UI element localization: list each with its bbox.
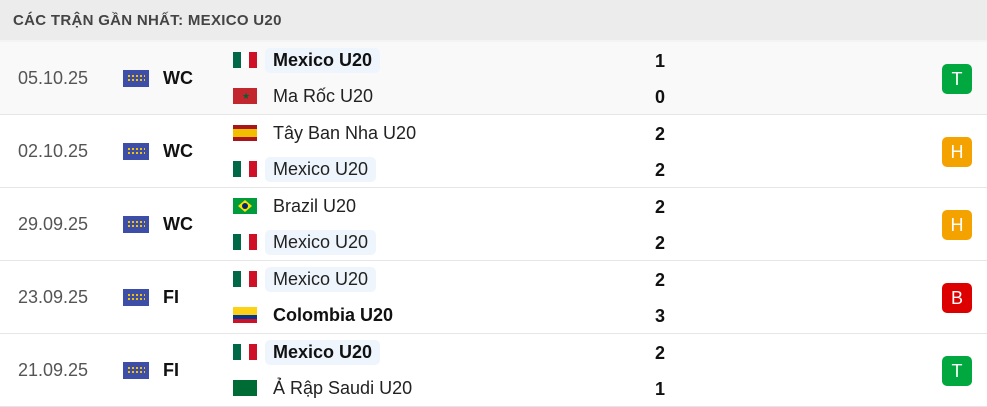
match-row[interactable]: 23.09.25 FI Mexico U20 Colombia U20 2 3 …	[0, 261, 987, 334]
away-score: 2	[655, 233, 666, 253]
team-home[interactable]: Mexico U20	[233, 47, 381, 73]
result-badge: H	[942, 210, 972, 240]
match-date: 23.09.25	[18, 287, 89, 307]
team-name: Mexico U20	[265, 47, 381, 73]
away-score: 3	[655, 306, 666, 326]
home-score: 2	[655, 124, 666, 144]
team-name: Mexico U20	[265, 266, 377, 292]
team-name: Mexico U20	[265, 339, 381, 365]
team-home[interactable]: Mexico U20	[233, 266, 377, 292]
section-title: CÁC TRẬN GẦN NHẤT: MEXICO U20	[13, 11, 282, 29]
mexico-flag-icon	[233, 52, 257, 68]
team-away[interactable]: Colombia U20	[233, 302, 401, 328]
match-row[interactable]: 29.09.25 WC Brazil U20 Mexico U20 2 2 H	[0, 188, 987, 261]
world-map-competition-icon	[123, 216, 149, 233]
match-date: 21.09.25	[18, 360, 89, 380]
world-map-competition-icon	[123, 143, 149, 160]
result-badge: B	[942, 283, 972, 313]
match-date: 29.09.25	[18, 214, 89, 234]
team-away[interactable]: Mexico U20	[233, 156, 377, 182]
team-name: Mexico U20	[265, 156, 377, 182]
competition-code: FI	[163, 360, 179, 380]
away-score: 0	[655, 87, 666, 107]
brazil-flag-icon	[233, 198, 257, 214]
team-home[interactable]: Brazil U20	[233, 193, 364, 219]
match-date: 05.10.25	[18, 68, 89, 88]
mexico-flag-icon	[233, 161, 257, 177]
competition-code: WC	[163, 214, 193, 234]
world-map-competition-icon	[123, 70, 149, 87]
competition-code: WC	[163, 68, 193, 88]
spain-flag-icon	[233, 125, 257, 141]
team-away[interactable]: Ả Rập Saudi U20	[233, 375, 420, 401]
world-map-competition-icon	[123, 362, 149, 379]
home-score: 2	[655, 270, 666, 290]
saudi-arabia-flag-icon	[233, 380, 257, 396]
team-name: Ả Rập Saudi U20	[273, 377, 413, 398]
match-list: 05.10.25 WC Mexico U20 ★ Ma Rốc U20 1 0 …	[0, 42, 987, 407]
result-badge: H	[942, 137, 972, 167]
away-score: 2	[655, 160, 666, 180]
result-badge: T	[942, 356, 972, 386]
competition-code: FI	[163, 287, 179, 307]
result-badge: T	[942, 64, 972, 94]
team-name: Mexico U20	[265, 229, 377, 255]
team-name: Tây Ban Nha U20	[273, 122, 417, 143]
mexico-flag-icon	[233, 271, 257, 287]
home-score: 2	[655, 343, 666, 363]
mexico-flag-icon	[233, 344, 257, 360]
morocco-flag-icon: ★	[233, 88, 257, 104]
world-map-competition-icon	[123, 289, 149, 306]
home-score: 2	[655, 197, 666, 217]
match-row[interactable]: 05.10.25 WC Mexico U20 ★ Ma Rốc U20 1 0 …	[0, 42, 987, 115]
match-date: 02.10.25	[18, 141, 89, 161]
mexico-flag-icon	[233, 234, 257, 250]
colombia-flag-icon	[233, 307, 257, 323]
section-header: CÁC TRẬN GẦN NHẤT: MEXICO U20	[0, 0, 987, 42]
team-away[interactable]: ★ Ma Rốc U20	[233, 83, 381, 109]
home-score: 1	[655, 51, 666, 71]
team-name: Brazil U20	[273, 195, 357, 216]
away-score: 1	[655, 379, 666, 399]
team-home[interactable]: Mexico U20	[233, 339, 381, 365]
team-home[interactable]: Tây Ban Nha U20	[233, 120, 424, 146]
team-away[interactable]: Mexico U20	[233, 229, 377, 255]
match-row[interactable]: 21.09.25 FI Mexico U20 Ả Rập Saudi U20 2…	[0, 334, 987, 407]
team-name: Colombia U20	[273, 304, 394, 325]
match-row[interactable]: 02.10.25 WC Tây Ban Nha U20 Mexico U20 2…	[0, 115, 987, 188]
competition-code: WC	[163, 141, 193, 161]
team-name: Ma Rốc U20	[273, 85, 374, 106]
